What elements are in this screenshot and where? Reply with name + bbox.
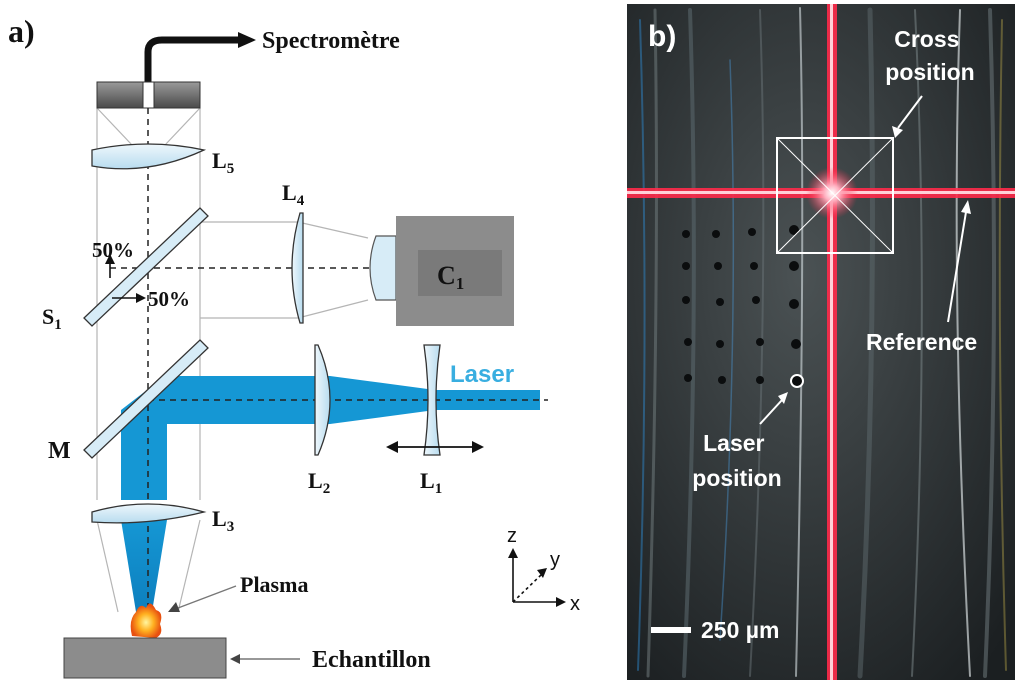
reference-label: Reference — [866, 329, 977, 355]
optical-axis — [110, 108, 548, 612]
mirror-m — [83, 339, 209, 459]
split-right-label: 50% — [148, 287, 190, 311]
laser-label: Laser — [450, 361, 514, 388]
sample-label: Echantillon — [312, 647, 431, 673]
plasma-flame — [130, 603, 162, 638]
spectrometer-label: Spectromètre — [262, 28, 400, 54]
crater-grid — [682, 225, 801, 384]
coordinate-axes: z y x — [507, 525, 580, 615]
sample-pointer-head — [230, 654, 240, 664]
panel-a-tag: a) — [8, 13, 35, 49]
entrance-slit — [142, 81, 155, 109]
plasma-pointer — [177, 585, 237, 609]
lens-l4 — [291, 212, 304, 324]
mirror-label: M — [48, 438, 71, 464]
axis-x-label: x — [570, 593, 580, 615]
split-up-label: 50% — [92, 238, 134, 262]
l1-arrowhead-right — [472, 441, 484, 453]
splitter-label: S1 — [42, 304, 62, 333]
laser-position-marker — [790, 374, 804, 388]
scale-bar-label: 250 µm — [701, 617, 779, 643]
laser-position-label: Laser position — [692, 430, 781, 491]
cross-position-pointer — [897, 95, 923, 129]
lens-l1 — [423, 344, 441, 456]
panel-b-micrograph: b) Cross position Reference Laser positi… — [627, 4, 1015, 680]
lens-l4-label: L4 — [282, 180, 305, 209]
lens-l3 — [91, 503, 207, 524]
lens-l2-label: L2 — [308, 468, 330, 497]
split-arrowhead-up — [105, 254, 115, 264]
reference-pointer — [947, 211, 967, 323]
fiber-cable — [144, 36, 240, 82]
scale-bar — [651, 627, 691, 633]
camera-lens — [369, 235, 397, 301]
lens-l5-label: L5 — [212, 148, 234, 177]
lens-l3-label: L3 — [212, 506, 234, 535]
optical-column-outline — [96, 107, 369, 613]
lens-l2 — [314, 344, 331, 456]
reference-pointer-head — [961, 200, 971, 214]
cross-position-box — [776, 137, 894, 254]
laser-position-pointer — [759, 399, 783, 425]
camera-sensor — [418, 250, 502, 296]
plasma-pointer-head — [168, 602, 180, 612]
beam-splitter-s1 — [83, 207, 209, 327]
axis-z-label: z — [507, 525, 517, 547]
fiber-arrowhead — [238, 32, 256, 48]
camera-label: C1 — [437, 261, 464, 293]
panel-a-optical-setup: a) Spectromètre — [8, 13, 580, 679]
lens-l5 — [91, 143, 207, 170]
laser-position-pointer-head — [778, 392, 788, 404]
surface-streaks — [637, 7, 1007, 679]
cross-position-label: Cross position — [885, 26, 974, 85]
panel-b-tag: b) — [648, 20, 676, 53]
split-arrowhead-right — [136, 293, 146, 303]
laser-beam — [121, 376, 540, 612]
lens-l1-label: L1 — [420, 468, 442, 497]
plasma-label: Plasma — [240, 572, 308, 597]
axis-y-label: y — [550, 549, 560, 571]
sample-block — [63, 637, 227, 679]
cross-position-pointer-head — [892, 126, 903, 138]
l1-arrowhead-left — [386, 441, 398, 453]
